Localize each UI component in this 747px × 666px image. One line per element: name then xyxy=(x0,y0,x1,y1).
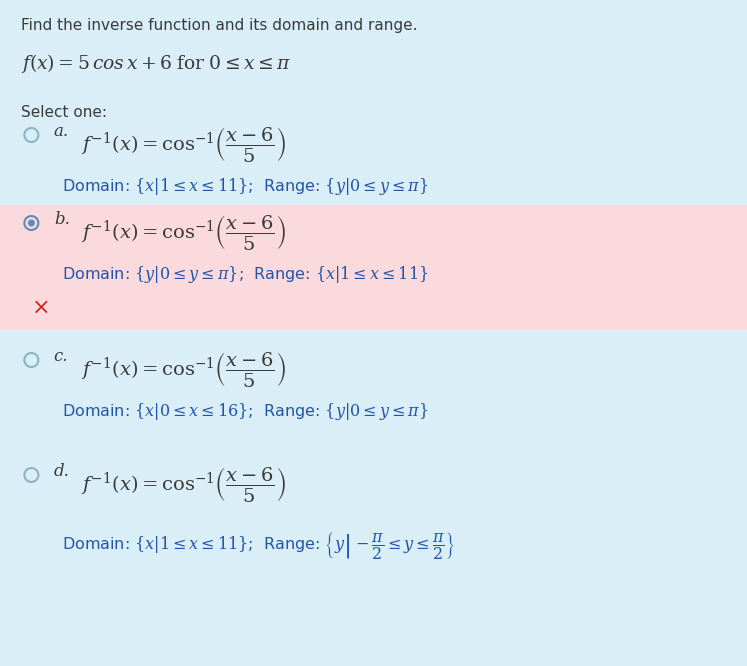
Text: Select one:: Select one: xyxy=(21,105,107,120)
Text: a.: a. xyxy=(54,123,69,140)
Circle shape xyxy=(28,220,35,226)
Text: $f(x) = 5\,cos\,x + 6\;\mathrm{for}\;0 \leq x \leq \pi$: $f(x) = 5\,cos\,x + 6\;\mathrm{for}\;0 \… xyxy=(21,52,291,75)
Text: $f^{-1}(x) = \cos^{-1}\!\left(\dfrac{x-6}{5}\right)$: $f^{-1}(x) = \cos^{-1}\!\left(\dfrac{x-6… xyxy=(81,350,285,389)
Text: d.: d. xyxy=(54,463,69,480)
Text: $f^{-1}(x) = \cos^{-1}\!\left(\dfrac{x-6}{5}\right)$: $f^{-1}(x) = \cos^{-1}\!\left(\dfrac{x-6… xyxy=(81,213,285,252)
Text: c.: c. xyxy=(54,348,68,365)
Text: $f^{-1}(x) = \cos^{-1}\!\left(\dfrac{x-6}{5}\right)$: $f^{-1}(x) = \cos^{-1}\!\left(\dfrac{x-6… xyxy=(81,465,285,504)
Text: Find the inverse function and its domain and range.: Find the inverse function and its domain… xyxy=(21,18,418,33)
Text: Domain: $\{x|1 \leq x \leq 11\}$;  Range: $\left\{y\left|-\dfrac{\pi}{2} \leq y : Domain: $\{x|1 \leq x \leq 11\}$; Range:… xyxy=(62,530,455,561)
FancyBboxPatch shape xyxy=(0,205,747,330)
Text: Domain: $\{x|1 \leq x \leq 11\}$;  Range: $\{y|0 \leq y \leq \pi\}$: Domain: $\{x|1 \leq x \leq 11\}$; Range:… xyxy=(62,176,429,197)
Text: $\times$: $\times$ xyxy=(31,298,49,318)
Text: Domain: $\{y|0 \leq y \leq \pi\}$;  Range: $\{x|1 \leq x \leq 11\}$: Domain: $\{y|0 \leq y \leq \pi\}$; Range… xyxy=(62,264,429,285)
Text: Domain: $\{x|0 \leq x \leq 16\}$;  Range: $\{y|0 \leq y \leq \pi\}$: Domain: $\{x|0 \leq x \leq 16\}$; Range:… xyxy=(62,401,429,422)
Text: $f^{-1}(x) = \cos^{-1}\!\left(\dfrac{x-6}{5}\right)$: $f^{-1}(x) = \cos^{-1}\!\left(\dfrac{x-6… xyxy=(81,125,285,164)
Text: b.: b. xyxy=(54,211,69,228)
